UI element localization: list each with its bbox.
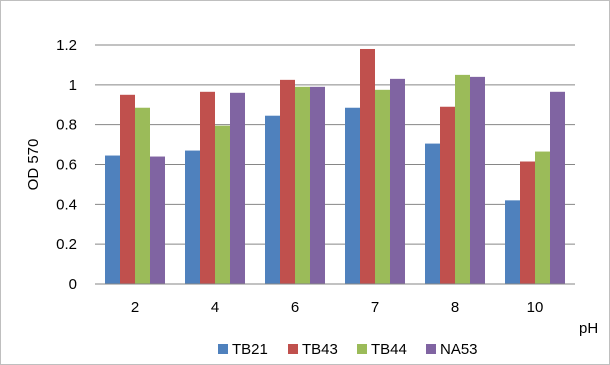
x-tick-labels: 2 4 6 7 8 10 [131, 299, 544, 316]
bar-na53-ph-8 [470, 76, 485, 284]
bar-na53-ph-6 [310, 86, 325, 284]
bar-tb21-ph-10 [505, 200, 520, 284]
legend-swatch-tb43 [288, 344, 298, 354]
bar-tb44-ph-7 [375, 89, 390, 284]
bars [105, 48, 565, 285]
x-tick-label: 4 [211, 299, 219, 316]
bar-tb21-ph-6 [265, 115, 280, 285]
bar-tb44-ph-8 [455, 74, 470, 284]
gridlines [95, 44, 575, 245]
bar-tb43-ph-4 [200, 91, 215, 284]
y-tick-label: 0.4 [56, 196, 77, 213]
legend-label-tb43: TB43 [302, 341, 338, 358]
bar-tb21-ph-8 [425, 143, 440, 284]
y-tick-label: 0 [69, 276, 77, 293]
y-tick-label: 0.6 [56, 157, 77, 174]
bar-na53-ph-2 [150, 156, 165, 284]
bar-tb44-ph-4 [215, 125, 230, 284]
y-tick-labels: 0 0.2 0.4 0.6 0.8 1 1.2 [56, 37, 77, 293]
legend-swatch-tb44 [357, 344, 367, 354]
bar-tb43-ph-10 [520, 161, 535, 284]
x-tick-label: 2 [131, 299, 139, 316]
legend-label-tb44: TB44 [371, 341, 407, 358]
x-tick-label: 10 [527, 299, 544, 316]
x-tick-label: 6 [291, 299, 299, 316]
y-tick-label: 0.2 [56, 236, 77, 253]
bar-na53-ph-7 [390, 78, 405, 284]
y-tick-label: 1.2 [56, 37, 77, 54]
legend-swatch-na53 [426, 344, 436, 354]
bar-tb43-ph-2 [120, 94, 135, 285]
bar-tb43-ph-7 [360, 48, 375, 284]
bar-tb44-ph-6 [295, 86, 310, 284]
legend-label-na53: NA53 [440, 341, 478, 358]
legend-swatch-tb21 [218, 344, 228, 354]
bar-na53-ph-10 [550, 91, 565, 284]
bar-tb44-ph-10 [535, 151, 550, 284]
y-tick-label: 0.8 [56, 117, 77, 134]
legend: TB21 TB43 TB44 NA53 [218, 341, 478, 358]
x-axis-title: pH [579, 320, 598, 337]
bar-tb43-ph-6 [280, 79, 295, 285]
y-tick-label: 1 [69, 77, 77, 94]
bar-tb21-ph-4 [185, 150, 200, 284]
bar-tb43-ph-8 [440, 106, 455, 284]
x-tick-label: 8 [451, 299, 459, 316]
x-tick-label: 7 [371, 299, 379, 316]
bar-tb21-ph-7 [345, 107, 360, 284]
y-axis-title: OD 570 [25, 139, 42, 191]
bar-na53-ph-4 [230, 92, 245, 284]
bar-tb21-ph-2 [105, 155, 120, 284]
legend-label-tb21: TB21 [232, 341, 268, 358]
bar-tb44-ph-2 [135, 107, 150, 284]
